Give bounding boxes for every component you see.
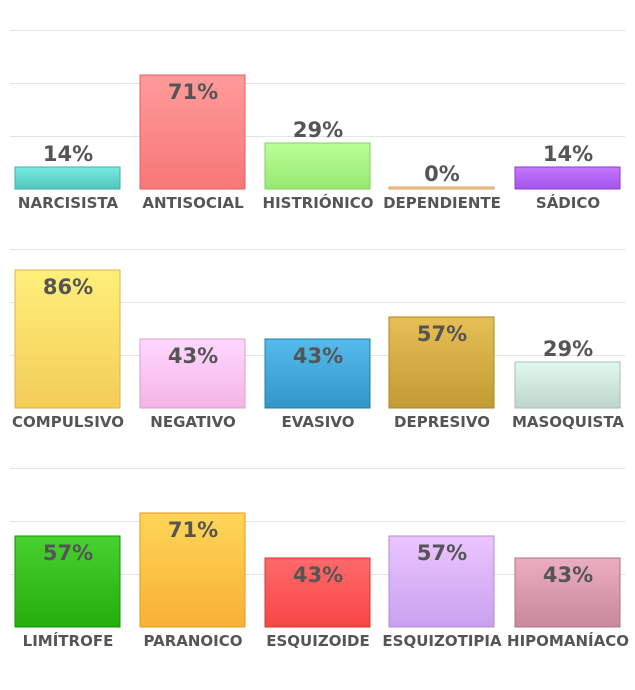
- category-label: NARCISISTA: [18, 194, 119, 212]
- value-label: 29%: [293, 118, 343, 142]
- category-label: PARANOICO: [143, 632, 242, 650]
- category-label: MASOQUISTA: [512, 413, 624, 431]
- bar-limítrofe: [14, 535, 121, 628]
- value-label: 57%: [417, 541, 467, 565]
- category-label: SÁDICO: [536, 193, 600, 212]
- bar-evasivo: [264, 338, 371, 409]
- value-label: 71%: [168, 518, 218, 542]
- value-label: 43%: [168, 344, 218, 368]
- bar-antisocial: [139, 74, 246, 190]
- category-label: ESQUIZOIDE: [266, 632, 369, 650]
- value-label: 57%: [43, 541, 93, 565]
- value-label: 71%: [168, 80, 218, 104]
- value-label: 43%: [543, 563, 593, 587]
- value-label: 43%: [293, 563, 343, 587]
- bar-esquizotipia: [388, 535, 495, 628]
- chart-3: 57% LIMÍTROFE 71% PARANOICO 43% ESQUIZOIDE 57%…: [10, 468, 629, 650]
- value-label: 43%: [293, 344, 343, 368]
- bar-depresivo: [388, 316, 495, 409]
- bar-masoquista: [514, 361, 621, 409]
- bar-sádico: [514, 166, 621, 190]
- bar-compulsivo: [14, 269, 121, 409]
- category-label: COMPULSIVO: [12, 413, 124, 431]
- bar-dependiente: [388, 186, 495, 190]
- category-label: HIPOMANÍACO: [507, 631, 629, 650]
- chart-2: 86% COMPULSIVO 43% NEGATIVO 43% EVASIVO 57% DEP…: [10, 249, 625, 431]
- category-label: ESQUIZOTIPIA: [382, 632, 502, 650]
- value-label: 57%: [417, 322, 467, 346]
- category-label: HISTRIÓNICO: [263, 193, 374, 212]
- bar-narcisista: [14, 166, 121, 190]
- category-label: LIMÍTROFE: [23, 631, 114, 650]
- category-label: NEGATIVO: [150, 413, 235, 431]
- value-label: 86%: [43, 275, 93, 299]
- value-label: 14%: [43, 142, 93, 166]
- category-label: DEPENDIENTE: [383, 194, 501, 212]
- value-label: 14%: [543, 142, 593, 166]
- value-label: 0%: [424, 162, 460, 186]
- value-label: 29%: [543, 337, 593, 361]
- bar-hipomaníaco: [514, 557, 621, 628]
- category-label: DEPRESIVO: [394, 413, 490, 431]
- bar-esquizoide: [264, 557, 371, 628]
- chart-1: 14% NARCISISTA 71% ANTISOCIAL 29% HISTRIÓNICO…: [10, 30, 625, 212]
- bar-paranoico: [139, 512, 246, 628]
- category-label: EVASIVO: [282, 413, 355, 431]
- bar-histriónico: [264, 142, 371, 190]
- category-label: ANTISOCIAL: [142, 194, 244, 212]
- bar-negativo: [139, 338, 246, 409]
